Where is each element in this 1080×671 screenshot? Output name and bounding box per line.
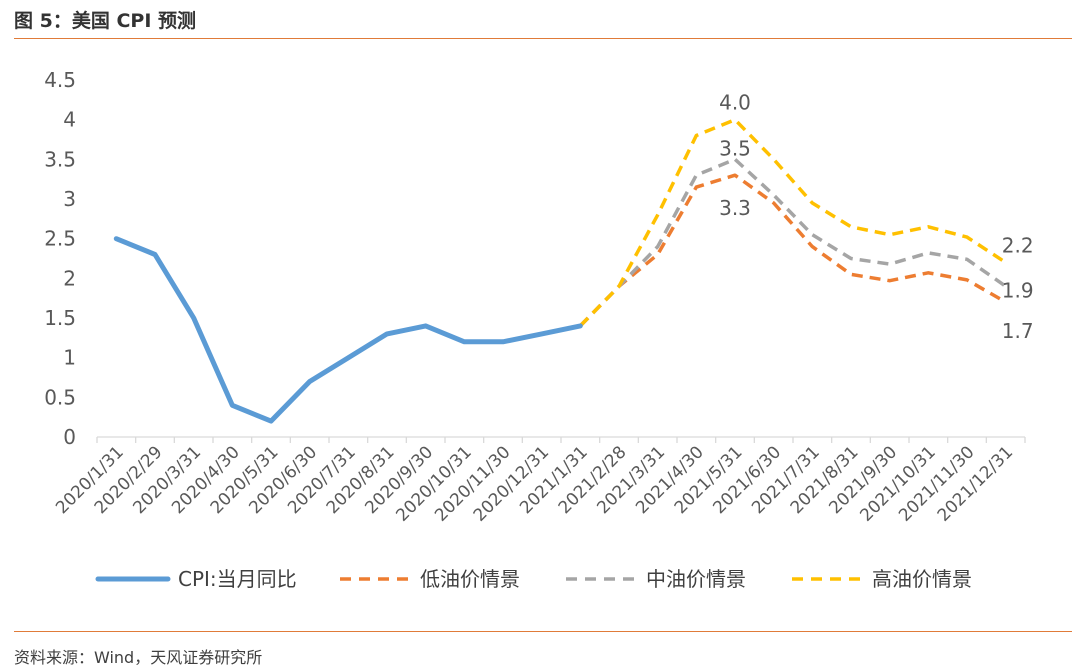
data-label: 3.3	[719, 196, 751, 220]
series-line-0	[113, 236, 583, 424]
legend-label: 中油价情景	[646, 567, 746, 591]
x-axis: 2020/1/312020/2/292020/3/312020/4/302020…	[52, 436, 1026, 526]
series-line-3	[579, 117, 1007, 328]
y-tick-label: 3	[63, 187, 76, 211]
footer-divider	[14, 631, 1072, 632]
data-label: 1.7	[1002, 319, 1034, 343]
y-tick-label: 0.5	[44, 385, 76, 409]
y-tick-label: 2.5	[44, 227, 76, 251]
data-label: 4.0	[719, 91, 751, 115]
legend-label: CPI:当月同比	[178, 567, 297, 591]
y-axis: 0 0.5 1 1.5 2 2.5 3 3.5 4 4.5	[44, 68, 76, 449]
title-divider	[14, 38, 1072, 39]
legend-label: 高油价情景	[872, 567, 972, 591]
cpi-forecast-chart: 0 0.5 1 1.5 2 2.5 3 3.5 4 4.5 2020/1/312020/2/292…	[44, 68, 1033, 591]
legend-label: 低油价情景	[420, 567, 520, 591]
y-tick-label: 1.5	[44, 306, 76, 330]
data-label: 3.5	[719, 136, 751, 160]
y-tick-label: 4.5	[44, 68, 76, 92]
y-tick-label: 1	[63, 346, 76, 370]
y-tick-label: 4	[63, 108, 76, 132]
y-tick-label: 3.5	[44, 147, 76, 171]
data-label: 1.9	[1002, 278, 1034, 302]
data-labels: 4.0 3.5 3.3 2.2 1.9 1.7	[719, 91, 1033, 343]
figure-title: 图 5：美国 CPI 预测	[14, 10, 197, 32]
series-line-2	[579, 157, 1007, 328]
y-tick-label: 0	[63, 425, 76, 449]
legend: CPI:当月同比 低油价情景 中油价情景 高油价情景	[95, 567, 972, 591]
series-line-1	[579, 173, 1007, 328]
series-lines	[113, 117, 1007, 424]
source-note: 资料来源：Wind，天风证券研究所	[14, 648, 263, 667]
y-tick-label: 2	[63, 266, 76, 290]
data-label: 2.2	[1002, 233, 1034, 257]
